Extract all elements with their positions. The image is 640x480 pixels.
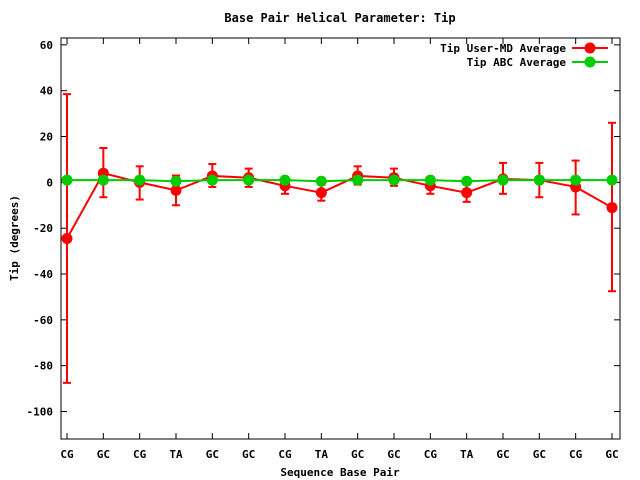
legend-item: Tip User-MD Average [440,42,608,55]
y-tick-label: 0 [46,176,53,189]
data-point [461,187,473,199]
y-tick-label: -60 [33,314,53,327]
data-point [170,184,182,196]
legend-marker [584,42,596,54]
series-line [66,172,613,239]
x-tick-label: GC [387,448,400,461]
x-tick-label: CG [569,448,583,461]
y-axis-label: Tip (degrees) [8,195,21,281]
data-point [352,174,364,186]
x-axis-label: Sequence Base Pair [280,466,400,479]
x-tick-label: TA [460,448,474,461]
y-tick-label: 60 [40,39,53,52]
data-point [606,202,618,214]
data-point [606,174,618,186]
x-tick-label: GC [97,448,110,461]
series-abc [61,174,618,187]
legend-label: Tip User-MD Average [440,42,566,55]
series-line [67,179,612,183]
data-point [61,174,73,186]
data-point [170,175,182,187]
x-tick-label: GC [496,448,509,461]
legend-label: Tip ABC Average [467,56,567,69]
x-tick-label: GC [242,448,255,461]
data-point [424,174,436,186]
data-point [461,175,473,187]
data-point [279,174,291,186]
x-tick-label: GC [605,448,618,461]
data-point [243,174,255,186]
data-point [61,233,73,244]
series-user-md [61,93,618,384]
x-tick-label: CG [133,448,147,461]
data-point [533,174,545,186]
plot-area-frame [60,37,621,440]
x-axis: CG GC CG TA GC GC CG TA GC GC CG TA GC GC CG GC [60,38,619,461]
x-tick-label: GC [533,448,546,461]
y-tick-label: -100 [27,406,54,419]
chart-title: Base Pair Helical Parameter: Tip [224,11,455,25]
series-layer [61,93,618,384]
x-tick-label: CG [278,448,292,461]
x-tick-label: GC [206,448,219,461]
x-tick-label: CG [60,448,74,461]
x-tick-label: CG [424,448,438,461]
legend-item: Tip ABC Average [467,56,608,69]
y-axis: 60 40 20 0 -20 -40 -60 -80 -100 [27,39,620,419]
y-tick-label: 20 [40,131,53,144]
data-point [206,174,218,186]
data-point [315,187,327,199]
data-point [570,174,582,186]
x-tick-label: GC [351,448,364,461]
data-point [388,174,400,186]
data-point [134,174,146,186]
x-tick-label: TA [169,448,183,461]
data-point [497,174,509,186]
y-tick-label: 40 [40,85,53,98]
y-tick-label: -20 [33,222,53,235]
y-tick-label: -80 [33,360,53,373]
data-point [315,175,327,187]
x-tick-label: TA [315,448,329,461]
legend-marker [584,56,596,68]
data-point [97,174,109,186]
y-tick-label: -40 [33,268,53,281]
